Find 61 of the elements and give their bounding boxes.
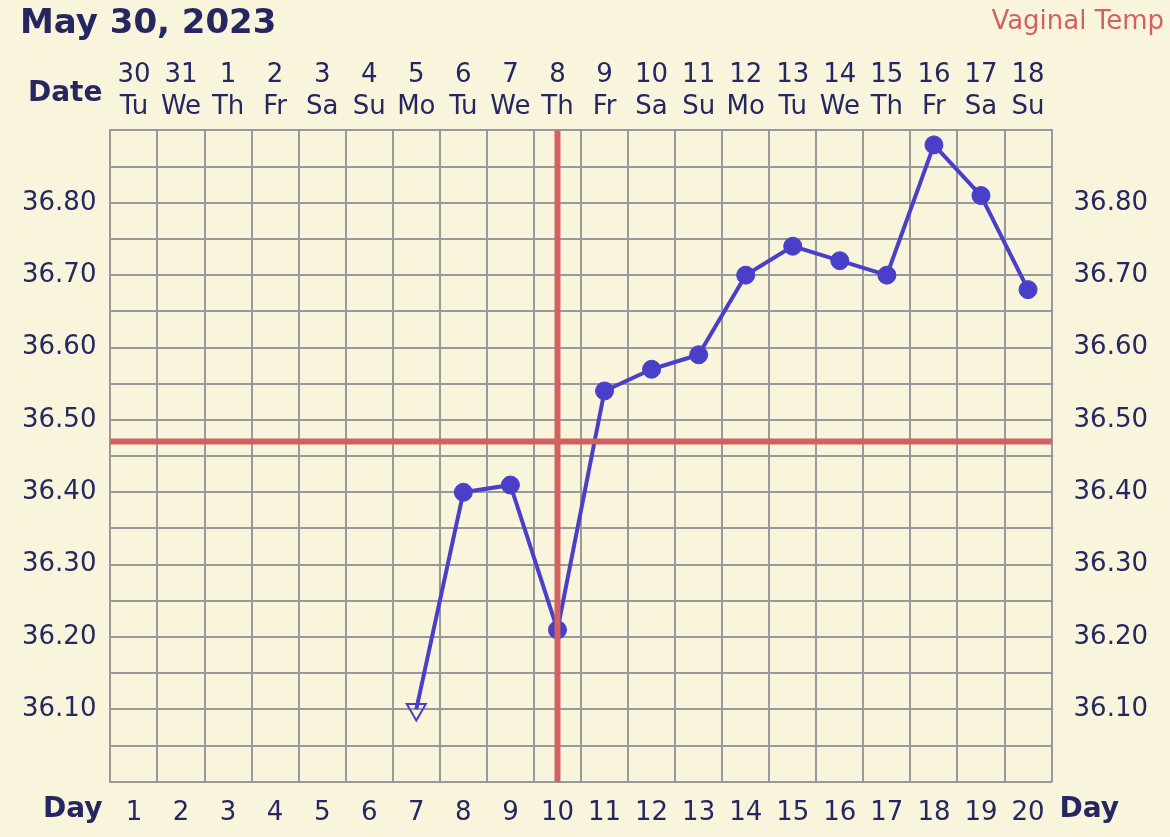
y2-tick-label: 36.30 — [1073, 547, 1148, 578]
y2-tick-label: 36.20 — [1073, 619, 1148, 650]
y2-tick-label: 36.10 — [1073, 692, 1148, 723]
y-tick-label: 36.80 — [22, 185, 97, 216]
y-tick-label: 36.40 — [22, 475, 97, 506]
x2-tick-label: 3 — [219, 796, 237, 827]
x-tick-label: 14 We — [819, 58, 860, 120]
x2-tick-label: 13 — [682, 796, 716, 827]
y2-tick-label: 36.60 — [1073, 330, 1148, 361]
y2-tick-label: 36.50 — [1073, 402, 1148, 433]
x2-tick-label: 16 — [823, 796, 857, 827]
x-tick-label: 18 Su — [1011, 58, 1045, 120]
x2-tick-label: 20 — [1011, 796, 1045, 827]
x-tick-label: 12 Mo — [726, 58, 765, 120]
x2-tick-label: 14 — [729, 796, 763, 827]
x2-tick-label: 11 — [587, 796, 622, 827]
x-tick-label: 9 Fr — [592, 58, 617, 120]
x-tick-label: 5 Mo — [397, 58, 436, 120]
y-tick-label: 36.50 — [22, 402, 97, 433]
y2-tick-label: 36.80 — [1073, 185, 1148, 216]
x-tick-label: 4 Su — [352, 58, 386, 120]
x2-tick-label: 4 — [266, 796, 284, 827]
x2-tick-label: 9 — [502, 796, 519, 827]
x-tick-label: 15 Th — [869, 58, 904, 120]
x-tick-label: 6 Tu — [448, 58, 478, 120]
x2-tick-label: 15 — [776, 796, 810, 827]
y-tick-label: 36.20 — [22, 619, 97, 650]
y2-tick-label: 36.70 — [1073, 257, 1148, 288]
x2-tick-label: 12 — [635, 796, 669, 827]
x-axis-title: Date — [27, 75, 103, 109]
x-tick-label: 3 Sa — [305, 58, 339, 120]
x2-tick-label: 18 — [917, 796, 951, 827]
x-tick-label: 17 Sa — [964, 58, 998, 120]
x2-tick-label: 7 — [408, 796, 425, 827]
x-tick-label: 7 We — [490, 58, 531, 120]
x-tick-label: 11 Su — [682, 58, 716, 120]
x2-tick-label: 1 — [125, 796, 143, 827]
y2-tick-label: 36.40 — [1073, 475, 1148, 506]
x2-tick-label: 8 — [455, 796, 472, 827]
text: Vaginal Temp — [991, 4, 1164, 35]
text: Day — [42, 790, 103, 824]
x2-tick-label: 17 — [870, 796, 904, 827]
y-tick-label: 36.60 — [22, 330, 97, 361]
x2-tick-label: 6 — [360, 796, 378, 827]
x2-tick-label: 5 — [313, 796, 331, 827]
x-tick-label: 2 Fr — [263, 58, 288, 120]
x2-axis-title: Day — [1059, 790, 1120, 824]
x-tick-label: 16 Fr — [917, 58, 951, 120]
x2-tick-label: 2 — [172, 796, 190, 827]
x-tick-label: 10 Sa — [635, 58, 669, 120]
x2-tick-label: 19 — [964, 796, 998, 827]
y-tick-label: 36.30 — [22, 547, 97, 578]
x-tick-label: 30 Tu — [117, 58, 151, 120]
x-tick-label: 31 We — [160, 58, 202, 120]
x2-tick-label: 10 — [540, 796, 575, 827]
y-tick-label: 36.10 — [22, 692, 97, 723]
x-tick-label: 1 Th — [210, 58, 245, 120]
chart-title: May 30, 2023 — [20, 0, 277, 41]
x-tick-label: 13 Tu — [776, 58, 810, 120]
x-tick-label: 8 Th — [540, 58, 574, 120]
y-tick-label: 36.70 — [22, 257, 97, 288]
